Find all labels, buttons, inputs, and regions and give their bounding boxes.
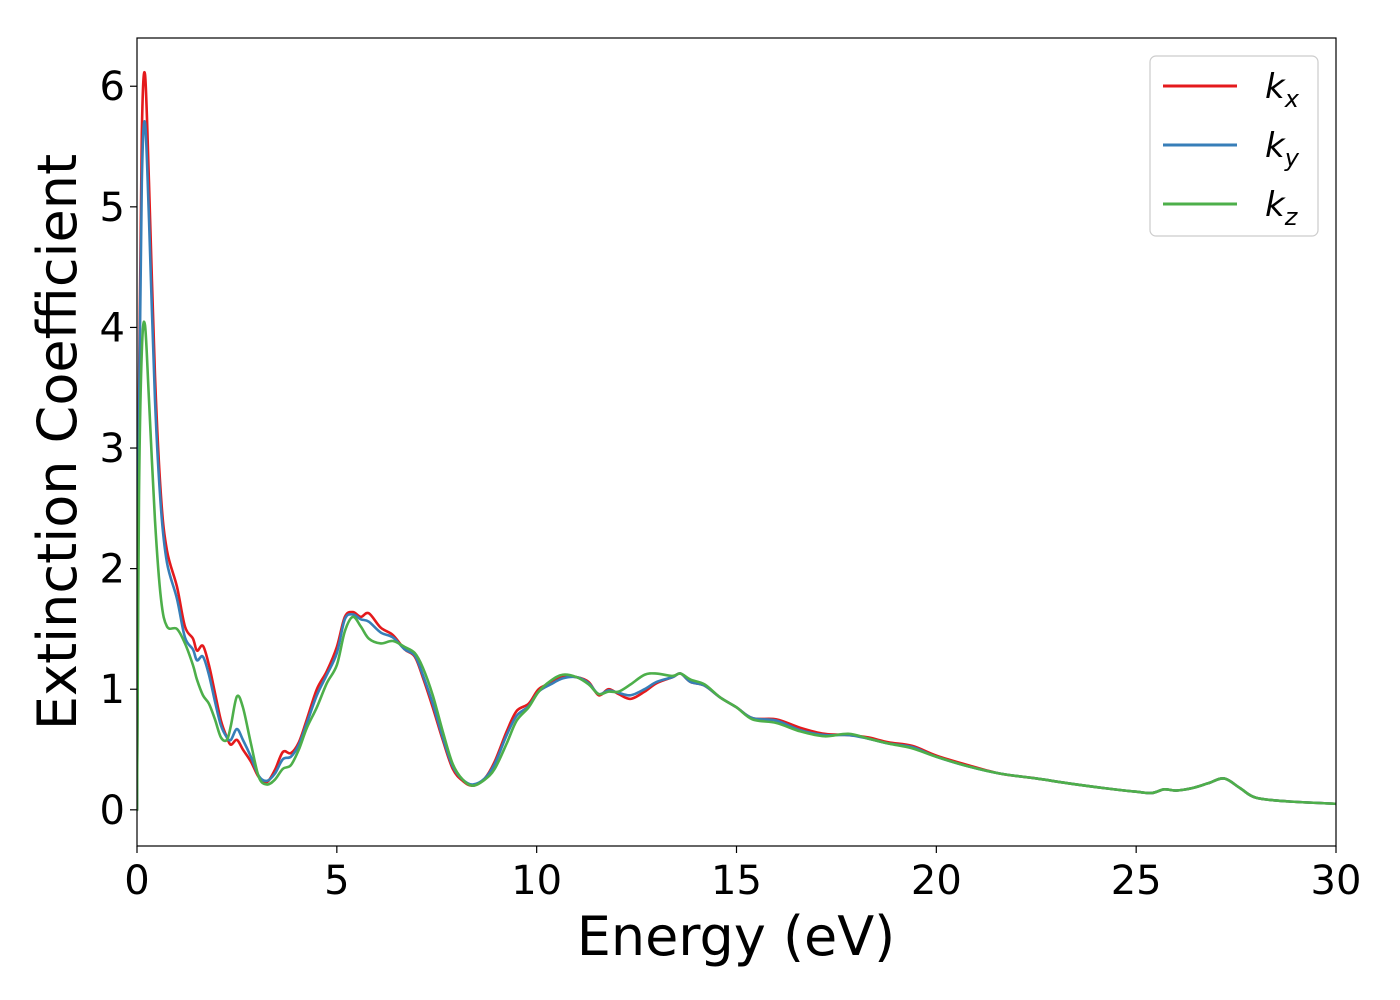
- legend-label-kx: kx: [1265, 67, 1300, 113]
- legend-label-ky: ky: [1265, 126, 1300, 172]
- y-tick-label: 4: [100, 305, 125, 351]
- y-tick-label: 3: [100, 426, 125, 472]
- y-tick-label: 5: [100, 185, 125, 231]
- legend: kx ky kz: [1149, 55, 1319, 237]
- y-tick-label: 0: [100, 788, 125, 834]
- x-tick-label: 0: [124, 858, 149, 904]
- y-axis-label: Extinction Coefficient: [26, 154, 89, 730]
- y-tick-label: 1: [100, 667, 125, 713]
- plot-area: [136, 37, 1337, 847]
- y-tick-label: 2: [100, 547, 125, 593]
- series-layer: [137, 71, 1336, 812]
- x-tick-label: 25: [1111, 858, 1162, 904]
- legend-label-kz: kz: [1265, 185, 1299, 231]
- x-axis-ticks: 0 5 10 15 20 25 30: [124, 846, 1361, 904]
- y-axis-ticks: 0 1 2 3 4 5 6: [100, 64, 137, 834]
- x-tick-label: 10: [511, 858, 562, 904]
- x-tick-label: 15: [711, 858, 762, 904]
- x-tick-label: 30: [1311, 858, 1362, 904]
- x-tick-label: 5: [324, 858, 349, 904]
- series-line-kz: [137, 320, 1336, 812]
- x-tick-label: 20: [911, 858, 962, 904]
- x-axis-label: Energy (eV): [577, 905, 896, 968]
- y-tick-label: 6: [100, 64, 125, 110]
